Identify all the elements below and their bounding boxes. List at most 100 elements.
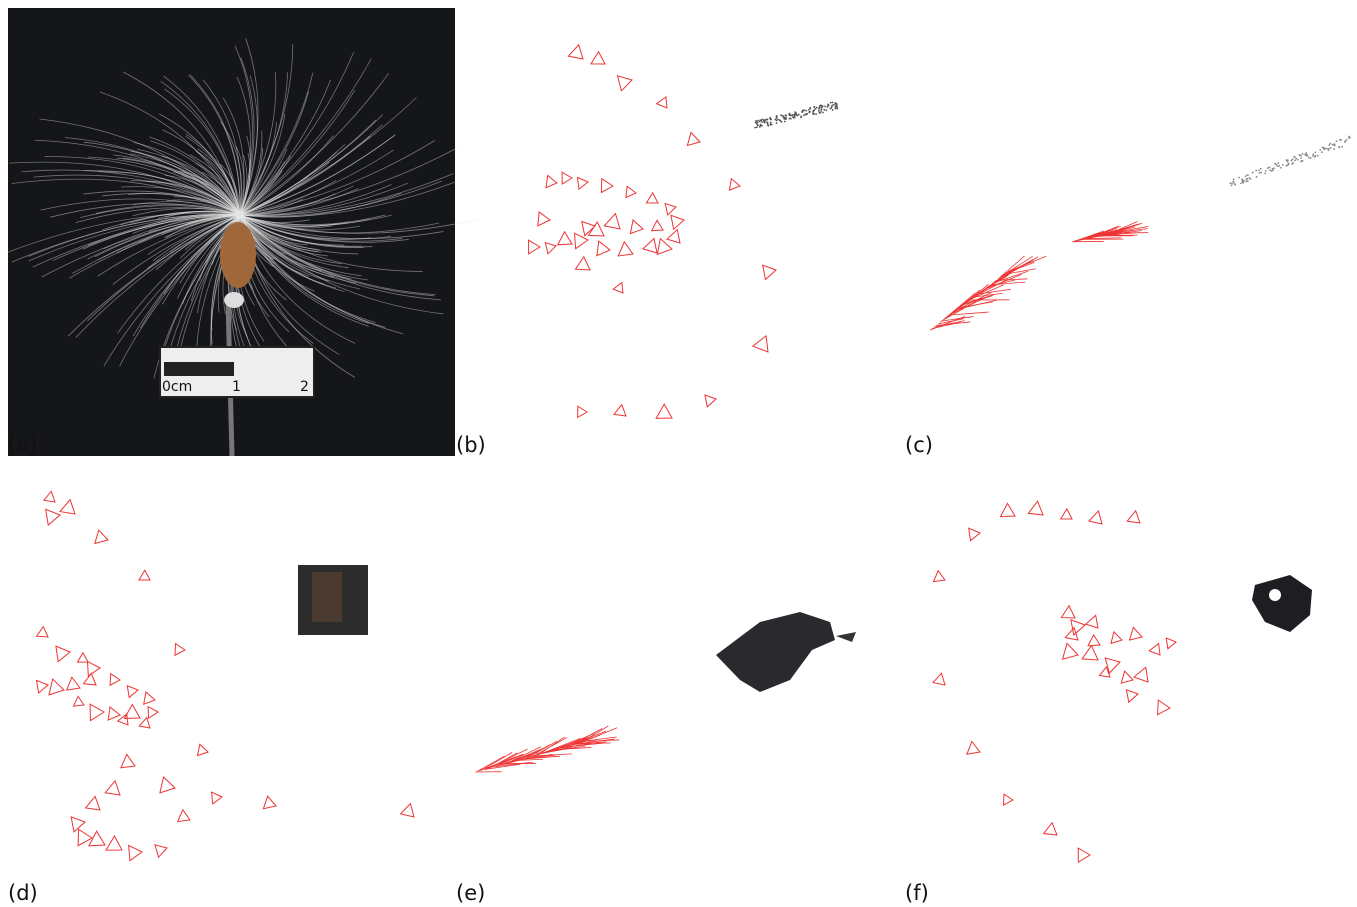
point-cloud xyxy=(1277,165,1279,167)
point-cloud xyxy=(1312,153,1314,155)
camera xyxy=(1127,511,1140,523)
camera xyxy=(1089,511,1102,524)
camera xyxy=(568,45,583,59)
point-cloud xyxy=(1321,151,1323,153)
point-cloud xyxy=(816,107,818,109)
camera xyxy=(969,528,980,540)
camera xyxy=(129,845,142,860)
point-cloud xyxy=(1238,177,1240,179)
point-cloud xyxy=(829,108,831,110)
point-cloud xyxy=(1305,154,1307,156)
camera xyxy=(90,704,104,720)
camera xyxy=(538,212,550,226)
pin-head xyxy=(224,292,244,308)
camera xyxy=(84,673,96,685)
point-cloud xyxy=(1326,148,1328,150)
point-cloud xyxy=(1328,144,1330,146)
camera xyxy=(144,692,155,704)
point-cloud xyxy=(832,109,834,111)
point-cloud xyxy=(823,109,825,111)
point-cloud xyxy=(1344,141,1346,143)
camera xyxy=(110,674,120,686)
camera xyxy=(401,804,414,817)
camera xyxy=(618,242,633,256)
point-cloud xyxy=(1341,146,1343,148)
point-cloud xyxy=(819,112,821,114)
point-cloud xyxy=(830,102,832,104)
point-cloud xyxy=(1282,164,1284,166)
point-cloud xyxy=(754,127,756,129)
point-cloud xyxy=(792,116,794,118)
point-cloud xyxy=(1245,180,1247,182)
point-cloud xyxy=(1315,152,1317,154)
camera xyxy=(197,744,208,755)
camera xyxy=(60,500,75,514)
camera xyxy=(95,530,108,543)
point-cloud xyxy=(770,122,772,124)
point-cloud xyxy=(794,116,796,118)
point-cloud xyxy=(835,106,837,108)
camera xyxy=(86,796,100,810)
point-cloud xyxy=(766,119,768,121)
camera xyxy=(121,754,135,767)
point-cloud xyxy=(1267,167,1269,169)
point-cloud xyxy=(804,113,806,115)
point-cloud xyxy=(1233,179,1235,181)
point-cloud xyxy=(776,117,778,119)
point-cloud xyxy=(1323,147,1325,149)
camera xyxy=(1082,645,1098,660)
point-cloud xyxy=(784,121,786,123)
point-cloud xyxy=(762,118,764,120)
point-cloud xyxy=(1249,178,1251,180)
point-cloud xyxy=(1245,175,1247,177)
camera xyxy=(77,653,88,662)
camera xyxy=(545,243,556,254)
point-cloud xyxy=(1302,153,1304,155)
camera xyxy=(263,796,276,809)
camera xyxy=(37,627,48,637)
point-cloud xyxy=(820,108,822,110)
point-cloud xyxy=(757,121,759,123)
point-cloud xyxy=(1255,170,1257,172)
camera xyxy=(646,193,658,203)
camera xyxy=(529,240,540,254)
point-cloud xyxy=(757,120,759,122)
point-cloud xyxy=(1338,147,1340,149)
point-cloud xyxy=(809,111,811,113)
point-cloud xyxy=(1264,173,1266,175)
camera xyxy=(148,707,158,719)
camera xyxy=(37,680,48,692)
point-cloud xyxy=(809,108,811,110)
mesh-e xyxy=(716,612,835,692)
camera xyxy=(67,677,80,690)
point-cloud xyxy=(764,121,766,123)
camera xyxy=(175,644,185,656)
camera xyxy=(1078,848,1090,862)
point-cloud xyxy=(770,124,772,126)
camera xyxy=(1061,606,1075,618)
point-cloud xyxy=(1278,165,1280,167)
point-cloud xyxy=(800,115,802,117)
point-cloud xyxy=(1269,169,1271,171)
point-cloud xyxy=(1259,172,1261,174)
point-cloud xyxy=(1272,169,1274,171)
camera xyxy=(546,175,557,187)
point-cloud xyxy=(1295,158,1297,160)
point-cloud xyxy=(836,108,838,110)
camera xyxy=(630,220,643,234)
point-cloud xyxy=(1292,158,1294,160)
point-cloud xyxy=(821,105,823,107)
panel-label: (a) xyxy=(8,433,37,457)
point-cloud xyxy=(1293,156,1295,158)
point-cloud xyxy=(1336,140,1338,142)
point-cloud xyxy=(1300,157,1302,159)
camera xyxy=(49,679,64,695)
camera xyxy=(558,232,572,245)
camera xyxy=(1004,794,1013,805)
camera xyxy=(155,845,167,857)
camera xyxy=(665,203,676,214)
camera xyxy=(613,283,623,293)
camera xyxy=(1129,627,1142,640)
point-cloud xyxy=(824,105,826,107)
point-cloud xyxy=(1277,162,1279,164)
